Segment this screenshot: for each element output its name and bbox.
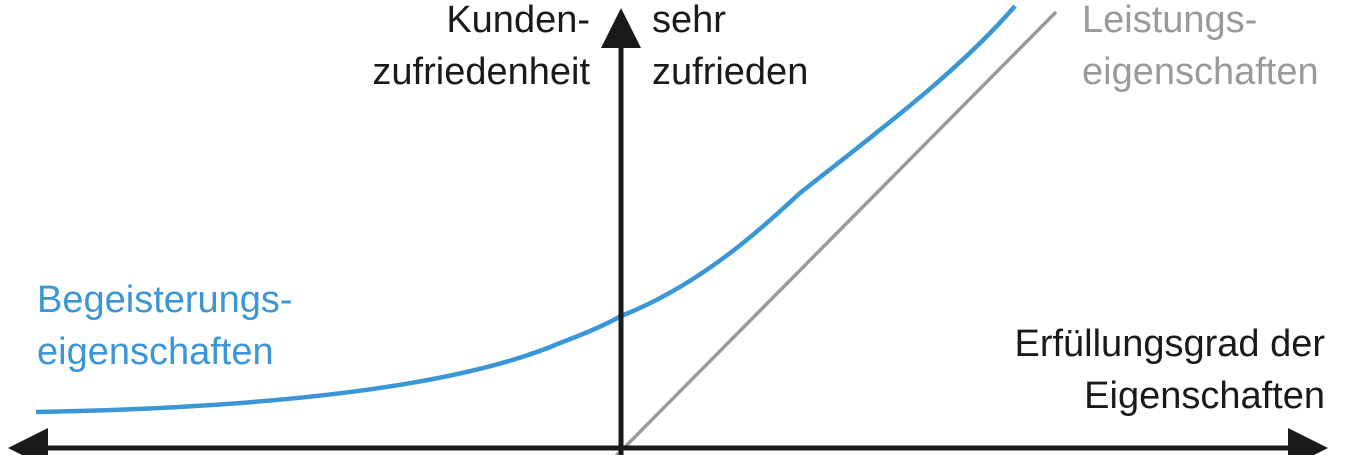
excitement-label-line-1: Begeisterungs-	[37, 279, 293, 321]
x-axis-label-line-1: Erfüllungsgrad der	[1014, 323, 1325, 365]
y-axis-top-label-line-2: zufrieden	[652, 51, 809, 93]
x-axis-label-line-2: Eigenschaften	[1084, 375, 1325, 417]
performance-curve	[614, 10, 1058, 455]
y-axis-label-line-1: Kunden-	[446, 0, 590, 41]
y-axis-label: Kunden- zufriedenheit	[372, 0, 590, 98]
performance-label-line-1: Leistungs-	[1082, 0, 1258, 41]
y-axis-label-line-2: zufriedenheit	[372, 51, 590, 93]
performance-label-line-2: eigenschaften	[1082, 51, 1319, 93]
excitement-label: Begeisterungs- eigenschaften	[37, 274, 293, 378]
y-axis-top-label-line-1: sehr	[652, 0, 726, 41]
y-axis-top-label: sehr zufrieden	[652, 0, 808, 98]
excitement-label-line-2: eigenschaften	[37, 331, 274, 373]
performance-label: Leistungs- eigenschaften	[1082, 0, 1319, 98]
x-axis-label: Erfüllungsgrad der Eigenschaften	[1014, 318, 1325, 422]
